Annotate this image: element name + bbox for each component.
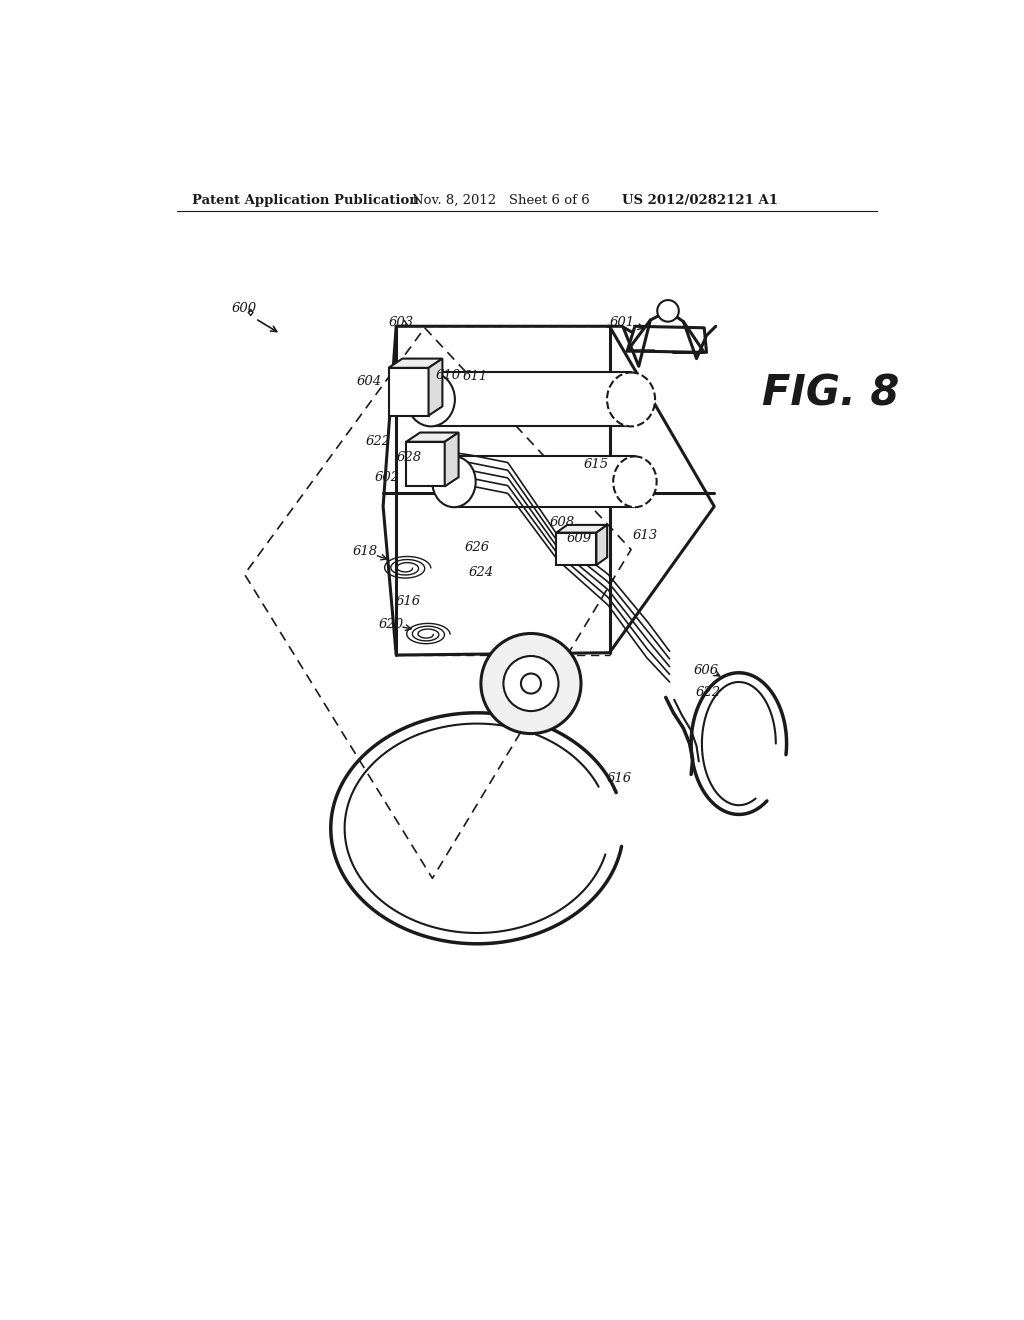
Text: 601: 601 — [609, 315, 635, 329]
Ellipse shape — [407, 372, 455, 426]
Text: 610: 610 — [435, 370, 461, 381]
Polygon shape — [556, 525, 607, 533]
Text: 622: 622 — [366, 436, 391, 449]
Text: 613: 613 — [633, 529, 657, 543]
Text: 618: 618 — [353, 545, 378, 557]
Text: Nov. 8, 2012   Sheet 6 of 6: Nov. 8, 2012 Sheet 6 of 6 — [412, 194, 590, 207]
Text: 620: 620 — [378, 618, 403, 631]
Text: 628: 628 — [396, 450, 422, 463]
Ellipse shape — [613, 457, 656, 507]
Circle shape — [657, 300, 679, 322]
Text: 615: 615 — [584, 458, 609, 471]
Polygon shape — [388, 359, 442, 368]
Text: 608: 608 — [549, 516, 574, 529]
Text: 600: 600 — [232, 302, 257, 315]
Text: 626: 626 — [465, 541, 489, 554]
Circle shape — [481, 634, 581, 734]
Polygon shape — [407, 433, 459, 442]
Text: 624: 624 — [468, 566, 494, 579]
Text: 616: 616 — [395, 594, 420, 607]
Polygon shape — [431, 372, 631, 426]
Polygon shape — [388, 368, 429, 416]
Ellipse shape — [607, 372, 655, 426]
Polygon shape — [454, 457, 635, 507]
Circle shape — [504, 656, 558, 711]
Polygon shape — [407, 442, 444, 487]
Text: FIG. 8: FIG. 8 — [762, 372, 899, 414]
Text: 603: 603 — [389, 315, 414, 329]
Text: 602: 602 — [375, 471, 399, 484]
Text: 604: 604 — [356, 375, 382, 388]
Polygon shape — [596, 525, 607, 565]
Ellipse shape — [432, 457, 476, 507]
Polygon shape — [444, 433, 459, 487]
Text: Patent Application Publication: Patent Application Publication — [193, 194, 419, 207]
Polygon shape — [556, 533, 596, 565]
Text: 611: 611 — [462, 370, 487, 383]
Text: US 2012/0282121 A1: US 2012/0282121 A1 — [622, 194, 778, 207]
Text: 609: 609 — [566, 532, 591, 545]
Text: 606: 606 — [694, 664, 719, 677]
Text: 622: 622 — [695, 685, 721, 698]
Polygon shape — [429, 359, 442, 416]
Text: 616: 616 — [607, 772, 632, 785]
Circle shape — [521, 673, 541, 693]
